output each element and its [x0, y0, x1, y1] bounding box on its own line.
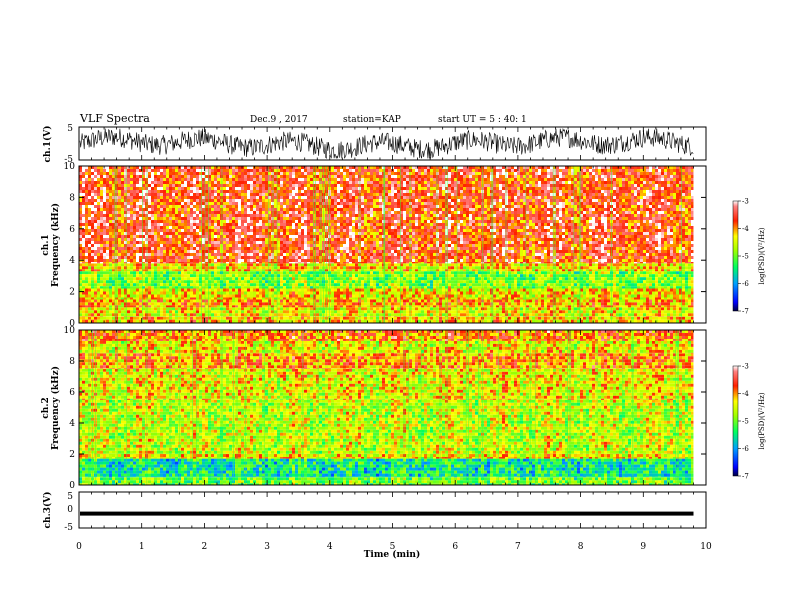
- time-axis-tick-label: 2: [202, 542, 208, 552]
- ch1-spectrogram-ylabel-channel: ch.1: [41, 234, 51, 255]
- colorbar-tick-label: -6: [742, 445, 749, 453]
- colorbar-tick-label: -3: [742, 363, 749, 371]
- spectrogram-ytick-label: 10: [64, 326, 76, 336]
- ch3-ytick-top: 5: [67, 492, 73, 502]
- spectrogram-ytick-label: 6: [69, 225, 75, 235]
- spectrogram-ytick-label: 10: [64, 162, 76, 172]
- colorbar-tick-label: -5: [742, 253, 749, 261]
- spectrogram-ytick-label: 0: [69, 319, 75, 329]
- colorbar-tick-label: -6: [742, 280, 749, 288]
- ch1-spectrogram-yticks: 0 2 4 6 8 10: [64, 162, 706, 329]
- time-axis-tick-label: 3: [264, 542, 270, 552]
- figure-title: VLF Spectra: [79, 112, 150, 125]
- ch1-colorbar: -3 -4 -5 -6 -7 log(PSD)(V²/Hz): [732, 198, 766, 316]
- ch1-colorbar-ticks: -3 -4 -5 -6 -7: [738, 198, 749, 316]
- colorbar-tick-label: -4: [742, 225, 749, 233]
- ch1-waveform-panel: 5 -5 ch.1(V): [42, 124, 707, 165]
- time-axis-ticks: 0 1 2 3 4 5 6 7 8 9 10: [76, 127, 712, 552]
- ch1-spectrogram-ylabel-frequency: Frequency (kHz): [50, 203, 61, 287]
- time-axis-tick-label: 4: [327, 542, 333, 552]
- header-start-ut: start UT = 5 : 40: 1: [438, 115, 527, 125]
- ch2-spectrogram-yticks: 0 2 4 6 8 10: [64, 326, 706, 491]
- ch2-spectrogram-panel: 0 2 4 6 8 10 ch.2 Frequency (kHz): [41, 326, 707, 491]
- spectrogram-ytick-label: 8: [69, 357, 75, 367]
- time-axis-tick-label: 7: [515, 542, 521, 552]
- ch2-spectrogram-ylabel-frequency: Frequency (kHz): [50, 366, 61, 450]
- ch1-waveform-line: [79, 127, 694, 160]
- ch3-waveform-ylabel: ch.3(V): [42, 492, 53, 529]
- spectrogram-ytick-label: 2: [69, 450, 75, 460]
- time-axis-tick-label: 0: [76, 542, 82, 552]
- time-axis-label: Time (min): [364, 549, 421, 560]
- ch1-colorbar-gradient: [732, 200, 739, 312]
- time-axis-tick-label: 8: [578, 542, 584, 552]
- spectrogram-ytick-label: 2: [69, 288, 75, 298]
- spectrogram-ytick-label: 0: [69, 481, 75, 491]
- ch1-ytick-top: 5: [67, 124, 73, 134]
- ch1-spectrogram-heatmap: [79, 166, 706, 323]
- ch2-spectrogram-heatmap: [79, 330, 706, 486]
- time-axis-tick-label: 1: [139, 542, 145, 552]
- ch1-colorbar-label: log(PSD)(V²/Hz): [758, 227, 766, 284]
- colorbar-tick-label: -7: [742, 308, 749, 316]
- ch3-ytick-mid: 0: [67, 505, 73, 515]
- colorbar-tick-label: -5: [742, 418, 749, 426]
- ch3-waveform-panel: 5 0 -5 ch.3(V): [42, 491, 707, 533]
- colorbar-tick-label: -7: [742, 473, 749, 481]
- ch2-colorbar: -3 -4 -5 -6 -7 log(PSD)(V²/Hz): [732, 363, 766, 481]
- ch3-waveform-line: [80, 511, 694, 516]
- ch1-ytick-bottom: -5: [64, 155, 73, 165]
- spectrogram-ytick-label: 6: [69, 388, 75, 398]
- header-station: station=KAP: [343, 115, 401, 125]
- colorbar-tick-label: -4: [742, 390, 749, 398]
- colorbar-tick-label: -3: [742, 198, 749, 206]
- ch2-colorbar-label: log(PSD)(V²/Hz): [758, 392, 766, 449]
- time-axis-tick-label: 6: [452, 542, 458, 552]
- ch3-ytick-bottom: -5: [64, 523, 73, 533]
- spectrogram-ytick-label: 8: [69, 193, 75, 203]
- ch2-spectrogram-ylabel-channel: ch.2: [41, 397, 51, 418]
- spectrogram-ytick-label: 4: [69, 419, 75, 429]
- ch1-waveform-ylabel: ch.1(V): [42, 126, 53, 163]
- ch2-colorbar-gradient: [732, 365, 739, 477]
- ch1-spectrogram-panel: 0 2 4 6 8 10 ch.1 Frequency (kHz): [41, 162, 707, 329]
- time-axis-tick-label: 5: [390, 542, 396, 552]
- time-axis-tick-label: 10: [700, 542, 712, 552]
- ch2-colorbar-ticks: -3 -4 -5 -6 -7: [738, 363, 749, 481]
- header-date: Dec.9 , 2017: [250, 115, 308, 125]
- time-axis-tick-label: 9: [640, 542, 646, 552]
- spectrogram-ytick-label: 4: [69, 256, 75, 266]
